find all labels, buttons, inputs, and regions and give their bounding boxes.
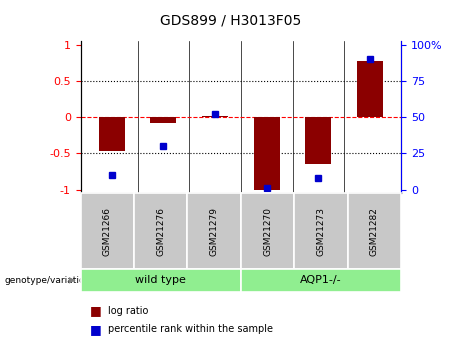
- Text: genotype/variation: genotype/variation: [5, 276, 91, 285]
- Text: GSM21282: GSM21282: [370, 207, 379, 256]
- Text: ■: ■: [90, 323, 101, 336]
- Text: log ratio: log ratio: [108, 306, 149, 315]
- Text: GSM21273: GSM21273: [316, 207, 325, 256]
- Text: wild type: wild type: [136, 275, 186, 285]
- Bar: [357, 61, 383, 117]
- Text: GSM21266: GSM21266: [103, 207, 112, 256]
- Bar: [306, 117, 331, 164]
- Text: GDS899 / H3013F05: GDS899 / H3013F05: [160, 14, 301, 28]
- Text: GSM21270: GSM21270: [263, 207, 272, 256]
- Text: GSM21276: GSM21276: [156, 207, 165, 256]
- Bar: [254, 117, 280, 190]
- Text: GSM21279: GSM21279: [210, 207, 219, 256]
- Bar: [150, 117, 176, 123]
- Text: percentile rank within the sample: percentile rank within the sample: [108, 325, 273, 334]
- Bar: [202, 116, 228, 117]
- Text: AQP1-/-: AQP1-/-: [300, 275, 342, 285]
- Text: ■: ■: [90, 304, 101, 317]
- Bar: [99, 117, 124, 151]
